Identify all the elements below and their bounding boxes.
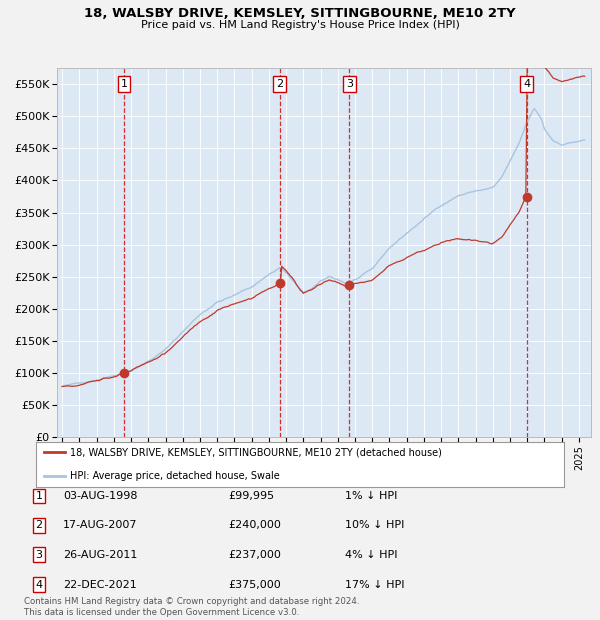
Text: 4: 4 bbox=[523, 79, 530, 89]
Text: 18, WALSBY DRIVE, KEMSLEY, SITTINGBOURNE, ME10 2TY: 18, WALSBY DRIVE, KEMSLEY, SITTINGBOURNE… bbox=[84, 7, 516, 20]
Text: 1% ↓ HPI: 1% ↓ HPI bbox=[345, 491, 397, 501]
Text: 3: 3 bbox=[35, 550, 43, 560]
Text: 4: 4 bbox=[35, 580, 43, 590]
Text: 18, WALSBY DRIVE, KEMSLEY, SITTINGBOURNE, ME10 2TY (detached house): 18, WALSBY DRIVE, KEMSLEY, SITTINGBOURNE… bbox=[70, 447, 442, 458]
Text: Contains HM Land Registry data © Crown copyright and database right 2024.
This d: Contains HM Land Registry data © Crown c… bbox=[24, 598, 359, 617]
Text: 1: 1 bbox=[121, 79, 127, 89]
Text: 3: 3 bbox=[346, 79, 353, 89]
Text: £99,995: £99,995 bbox=[228, 491, 274, 501]
Text: £240,000: £240,000 bbox=[228, 520, 281, 530]
Text: 26-AUG-2011: 26-AUG-2011 bbox=[63, 550, 137, 560]
Text: 22-DEC-2021: 22-DEC-2021 bbox=[63, 580, 137, 590]
Text: 17% ↓ HPI: 17% ↓ HPI bbox=[345, 580, 404, 590]
Text: 17-AUG-2007: 17-AUG-2007 bbox=[63, 520, 137, 530]
Text: 03-AUG-1998: 03-AUG-1998 bbox=[63, 491, 137, 501]
Text: 1: 1 bbox=[35, 491, 43, 501]
Text: £237,000: £237,000 bbox=[228, 550, 281, 560]
Text: £375,000: £375,000 bbox=[228, 580, 281, 590]
Text: Price paid vs. HM Land Registry's House Price Index (HPI): Price paid vs. HM Land Registry's House … bbox=[140, 20, 460, 30]
Text: 2: 2 bbox=[276, 79, 283, 89]
Text: HPI: Average price, detached house, Swale: HPI: Average price, detached house, Swal… bbox=[70, 471, 280, 480]
Text: 4% ↓ HPI: 4% ↓ HPI bbox=[345, 550, 398, 560]
Text: 10% ↓ HPI: 10% ↓ HPI bbox=[345, 520, 404, 530]
Text: 2: 2 bbox=[35, 520, 43, 530]
